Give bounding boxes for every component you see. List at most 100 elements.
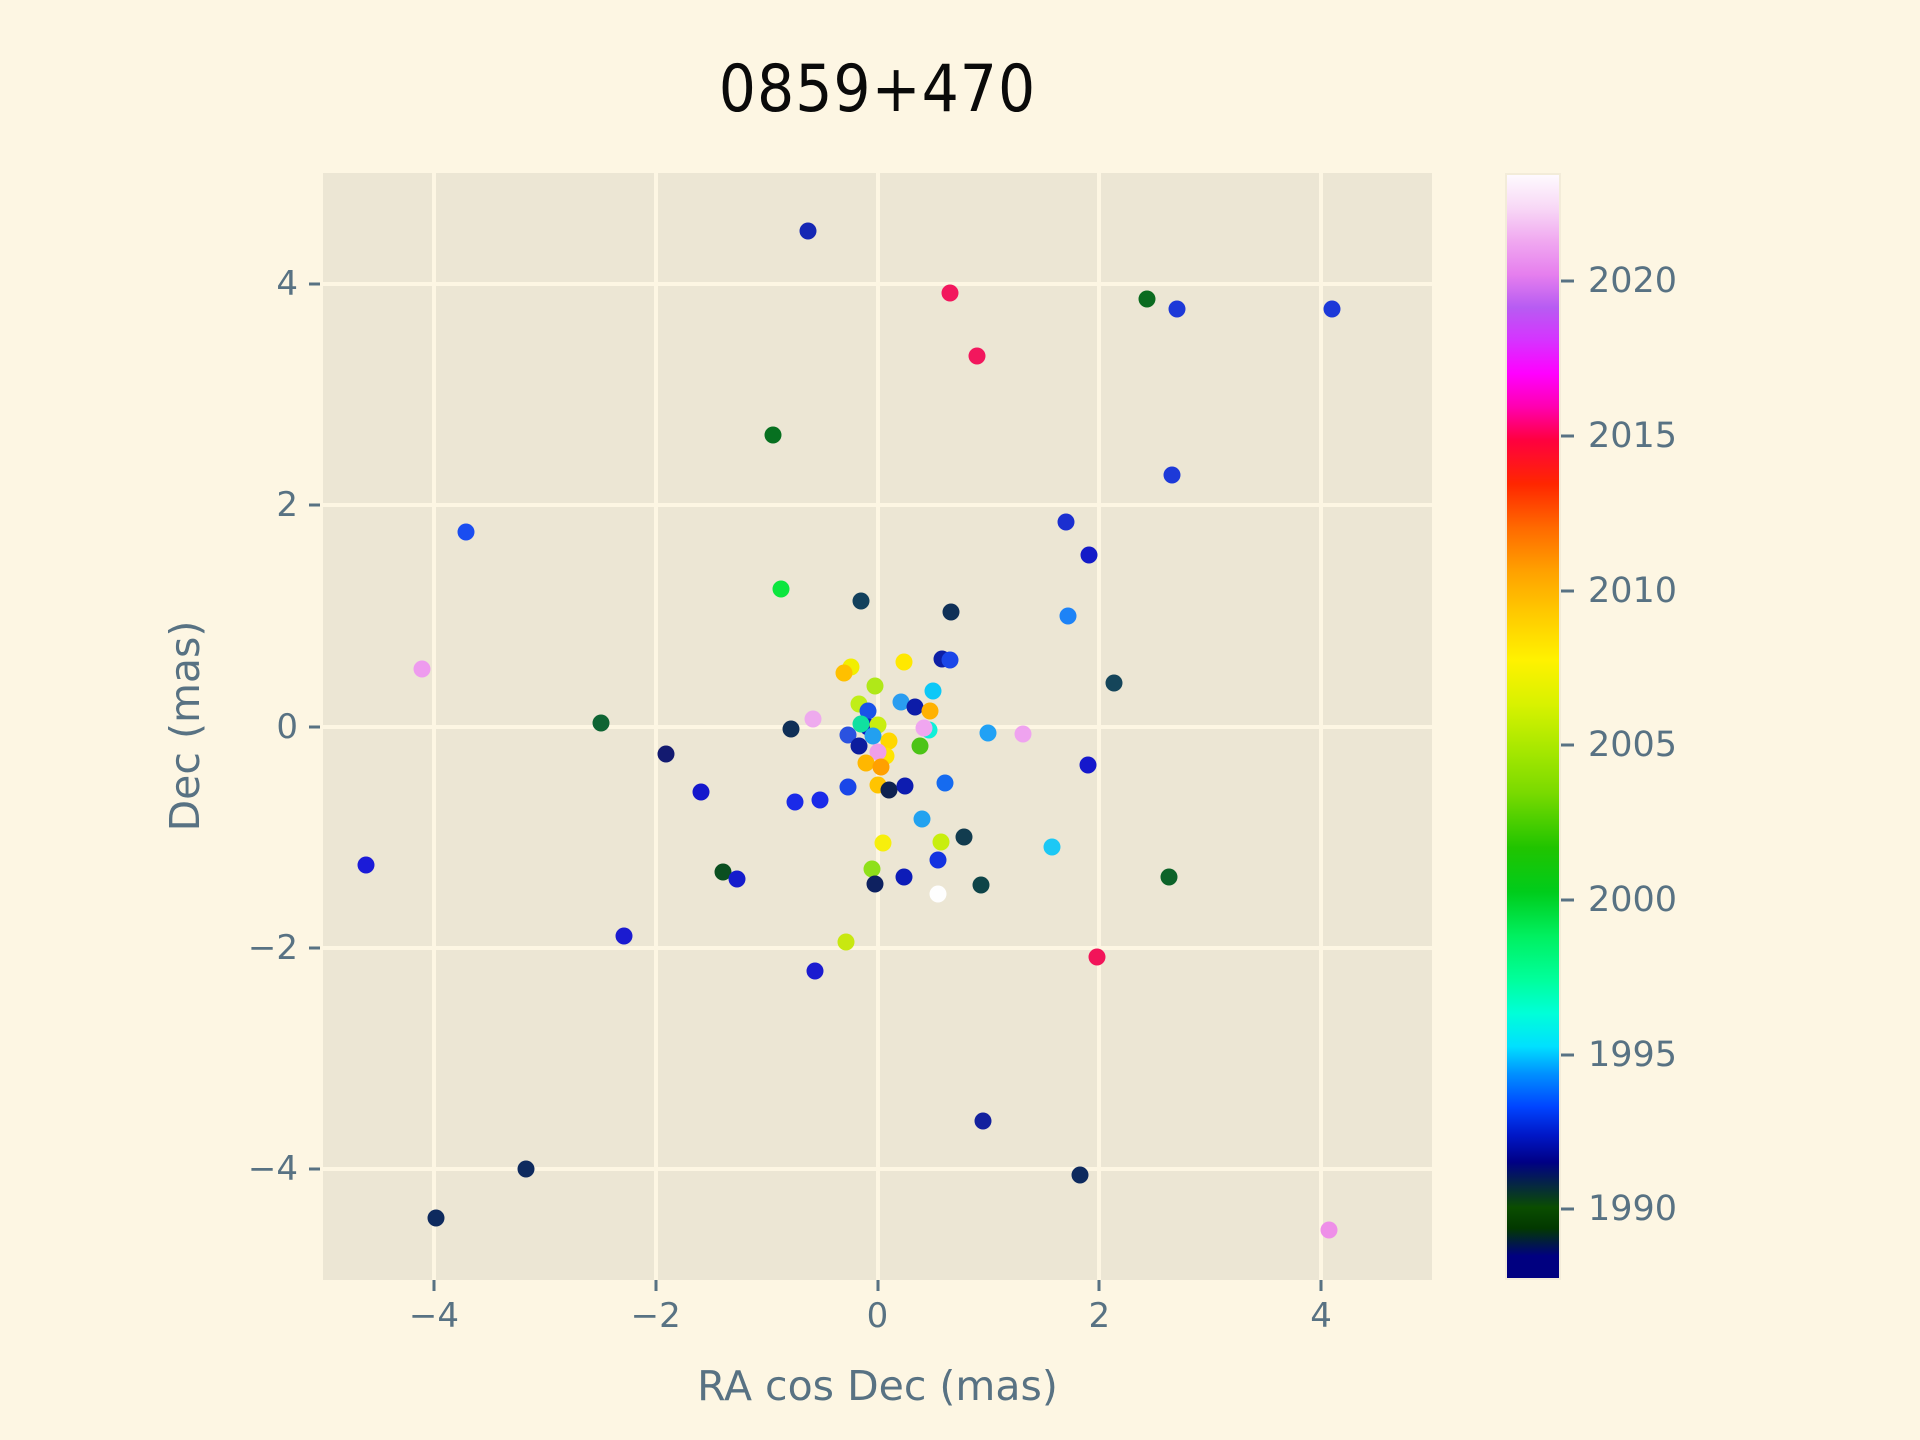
- scatter-point: [615, 927, 633, 945]
- scatter-point: [941, 651, 959, 669]
- scatter-point: [932, 833, 950, 851]
- scatter-point: [892, 693, 910, 711]
- colorbar-tick-mark: [1561, 1207, 1574, 1211]
- y-tick-mark: [309, 503, 320, 507]
- scatter-point: [1079, 756, 1097, 774]
- x-tick-mark: [432, 1280, 436, 1291]
- y-tick-mark: [309, 725, 320, 728]
- gridline-horizontal: [323, 503, 1432, 508]
- scatter-point: [1323, 300, 1341, 318]
- colorbar-tick-mark: [1561, 743, 1574, 747]
- colorbar-tick-mark: [1561, 898, 1574, 902]
- colorbar-tick-label: 1990: [1588, 1189, 1678, 1230]
- scatter-point: [835, 664, 853, 682]
- y-axis-label: Dec (mas): [161, 620, 209, 832]
- colorbar-tick-label: 2020: [1588, 261, 1678, 302]
- y-tick-mark: [309, 946, 320, 950]
- colorbar-tick-label: 2000: [1588, 880, 1678, 921]
- scatter-point: [357, 856, 375, 874]
- scatter-point: [427, 1209, 445, 1227]
- scatter-point: [728, 870, 746, 888]
- scatter-point: [968, 347, 986, 365]
- colorbar-tick-label: 2005: [1588, 725, 1678, 766]
- scatter-point: [1014, 725, 1032, 743]
- scatter-point: [1138, 290, 1156, 308]
- scatter-point: [692, 783, 710, 801]
- x-tick-label: −4: [408, 1296, 459, 1336]
- scatter-point: [1080, 546, 1098, 564]
- scatter-point: [811, 791, 829, 809]
- colorbar-tick-label: 1995: [1588, 1034, 1678, 1075]
- colorbar: [1505, 173, 1561, 1280]
- x-tick-mark: [1319, 1280, 1323, 1291]
- scatter-point: [1043, 838, 1061, 856]
- scatter-point: [852, 715, 870, 733]
- scatter-point: [924, 682, 942, 700]
- scatter-point: [972, 876, 990, 894]
- x-axis-label: RA cos Dec (mas): [697, 1362, 1058, 1410]
- scatter-point: [915, 719, 933, 737]
- plot-area: [323, 173, 1432, 1280]
- colorbar-tick-mark: [1561, 434, 1574, 438]
- scatter-point: [764, 426, 782, 444]
- scatter-point: [895, 653, 913, 671]
- scatter-point: [806, 962, 824, 980]
- scatter-point: [955, 828, 973, 846]
- gridline-horizontal: [323, 945, 1432, 950]
- scatter-point: [837, 933, 855, 951]
- scatter-point: [859, 702, 877, 720]
- scatter-point: [1163, 466, 1181, 484]
- scatter-point: [906, 698, 924, 716]
- colorbar-tick-label: 2010: [1588, 570, 1678, 611]
- scatter-point: [772, 580, 790, 598]
- scatter-point: [942, 603, 960, 621]
- scatter-point: [929, 885, 947, 903]
- scatter-point: [913, 810, 931, 828]
- x-tick-label: 4: [1310, 1296, 1332, 1336]
- scatter-point: [880, 732, 898, 750]
- y-tick-label: 4: [276, 263, 298, 304]
- scatter-point: [839, 778, 857, 796]
- x-tick-label: 2: [1088, 1296, 1111, 1336]
- scatter-point: [863, 860, 881, 878]
- scatter-point: [929, 851, 947, 869]
- scatter-point: [657, 745, 675, 763]
- scatter-point: [864, 727, 882, 745]
- scatter-point: [850, 737, 868, 755]
- scatter-point: [979, 724, 997, 742]
- scatter-point: [1059, 607, 1077, 625]
- scatter-point: [872, 758, 890, 776]
- scatter-point: [880, 781, 898, 799]
- y-tick-label: 2: [276, 485, 298, 526]
- plot-title: 0859+470: [718, 52, 1037, 127]
- scatter-point: [1105, 674, 1123, 692]
- scatter-point: [592, 714, 610, 732]
- scatter-point: [874, 834, 892, 852]
- scatter-point: [1057, 513, 1075, 531]
- colorbar-tick-label: 2015: [1588, 415, 1678, 456]
- scatter-point: [1320, 1221, 1338, 1239]
- scatter-point: [941, 284, 959, 302]
- scatter-point: [896, 777, 914, 795]
- y-tick-mark: [309, 1167, 320, 1171]
- x-tick-mark: [876, 1280, 879, 1291]
- y-tick-label: 0: [276, 706, 298, 747]
- scatter-point: [786, 793, 804, 811]
- colorbar-tick-mark: [1561, 1053, 1574, 1057]
- scatter-point: [1088, 948, 1106, 966]
- scatter-point: [413, 660, 431, 678]
- scatter-point: [852, 592, 870, 610]
- scatter-point: [799, 222, 817, 240]
- scatter-point: [974, 1112, 992, 1130]
- colorbar-tick-mark: [1561, 279, 1574, 283]
- scatter-point: [1168, 300, 1186, 318]
- scatter-point: [936, 774, 954, 792]
- y-tick-label: −2: [247, 927, 298, 968]
- scatter-point: [857, 754, 875, 772]
- y-tick-mark: [309, 282, 320, 286]
- scatter-point: [921, 702, 939, 720]
- scatter-point: [517, 1160, 535, 1178]
- gridline-horizontal: [323, 1167, 1432, 1172]
- gridline-horizontal: [323, 281, 1432, 286]
